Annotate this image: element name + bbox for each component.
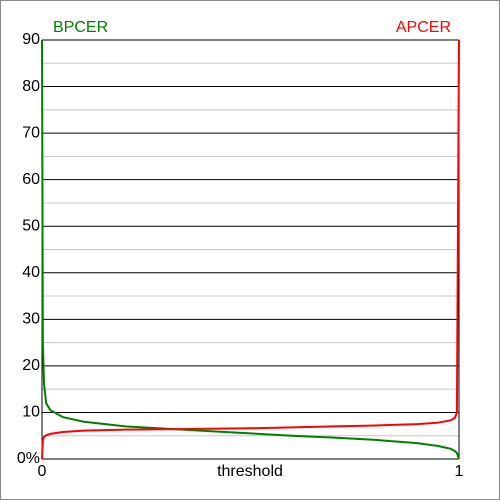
y-tick-label: 0%: [17, 450, 40, 467]
y-tick-label: 10: [22, 404, 40, 421]
y-tick-label: 60: [22, 171, 40, 188]
y-tick-label: 30: [22, 311, 40, 328]
legend-entry: APCER: [396, 19, 451, 36]
x-tick-label: 1: [455, 463, 464, 480]
y-tick-label: 40: [22, 264, 40, 281]
y-tick-label: 80: [22, 78, 40, 95]
legend-entry: BPCER: [53, 19, 108, 36]
y-tick-label: 20: [22, 357, 40, 374]
y-tick-label: 70: [22, 124, 40, 141]
line-series: [41, 39, 460, 460]
y-tick-label: 90: [22, 31, 40, 48]
x-axis-label: threshold: [217, 463, 283, 480]
y-tick-label: 50: [22, 217, 40, 234]
x-tick-label: 0: [38, 463, 47, 480]
line-series: [41, 39, 460, 460]
